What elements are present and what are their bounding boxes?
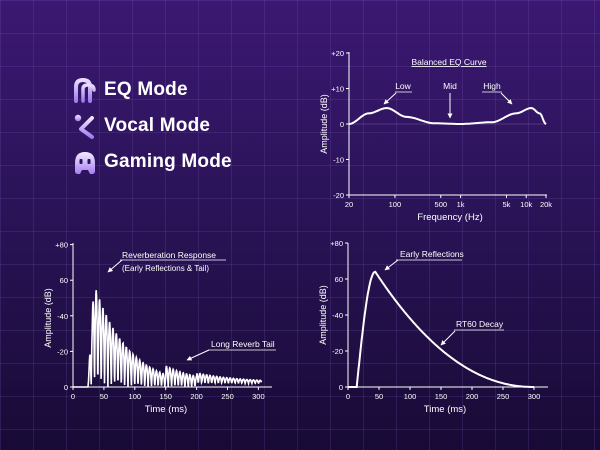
decay-y-tick-label: +80 [330,239,343,248]
decay-x-tick-label: 250 [497,392,510,401]
eq-annotation-high-arrow [500,92,513,105]
eq-chart: -20 -10 0 +10 +20 20 100 500 1k 5k 10k 20k Balance… [319,49,552,223]
reverb-y-tick-label: 60 [60,276,68,285]
decay-series-line [348,270,534,388]
eq-y-tick-label: 0 [340,120,344,129]
mode-item-gaming[interactable]: Gaming Mode [72,144,232,180]
reverb-y-tick-label: 0 [64,383,68,392]
reverb-annotation-title: Reverberation Response [122,250,216,260]
reverb-x-tick-label: 0 [71,392,75,401]
vocal-mode-icon [74,114,94,139]
gaming-mode-icon [75,152,95,174]
mode-label-gaming: Gaming Mode [104,151,232,172]
eq-x-tick-label: 500 [435,200,448,209]
decay-annotation-early: Early Reflections [400,249,464,259]
eq-y-tick-label: +10 [331,85,344,94]
eq-series-line [348,106,547,125]
reverb-x-tick-label: 100 [129,392,142,401]
mode-list: EQ Mode Vocal Mode Gaming Mode [72,72,232,180]
eq-x-label: Frequency (Hz) [417,212,482,223]
eq-x-ticks: 20 100 500 1k 5k 10k 20k [345,195,552,209]
eq-y-tick-label: -10 [333,156,344,165]
decay-y-ticks: 0 -20 -40 60 +80 [330,239,348,392]
decay-annotation-early-arrow [384,259,399,271]
eq-annotation-low-arrow [383,92,397,105]
reverb-annotation-arrow [107,259,123,273]
mode-item-eq[interactable]: EQ Mode [72,72,232,108]
decay-y-tick-label: -20 [332,347,343,356]
eq-title: Balanced EQ Curve [411,57,486,67]
reverb-tail-arrow [186,349,210,361]
reverb-annotation-sub: (Early Reflections & Tail) [122,264,209,273]
decay-annotation-rt60-arrow [440,330,456,346]
eq-y-label: Amplitude (dB) [319,94,329,154]
eq-annotation-high: High [483,81,501,91]
mode-label-vocal: Vocal Mode [104,115,211,136]
reverb-x-ticks: 0 50 100 150 200 250 300 [71,387,265,401]
eq-x-tick-label: 20k [540,200,552,209]
eq-x-tick-label: 10k [520,200,532,209]
decay-chart: 0 -20 -40 60 +80 0 50 100 150 200 250 300 Time (ms… [318,239,548,415]
decay-x-tick-label: 300 [528,392,541,401]
reverb-x-tick-label: 200 [190,392,203,401]
reverb-x-tick-label: 50 [100,392,108,401]
mode-label-eq: EQ Mode [104,79,188,100]
reverb-chart: 0 -20 -40 60 +80 0 50 100 150 200 250 300 Time (ms… [43,241,276,415]
decay-y-tick-label: 0 [339,383,343,392]
decay-y-label: Amplitude (dB) [318,285,328,345]
reverb-y-tick-label: -20 [57,347,68,356]
eq-y-tick-label: -20 [333,191,344,200]
eq-x-tick-label: 5k [503,200,511,209]
decay-x-tick-label: 50 [375,392,383,401]
decay-x-tick-label: 150 [435,392,448,401]
reverb-tail-label: Long Reverb Tail [211,339,275,349]
reverb-series-line [73,290,263,388]
reverb-y-label: Amplitude (dB) [43,288,53,348]
reverb-x-tick-label: 250 [221,392,234,401]
decay-y-tick-label: 60 [335,275,343,284]
decay-x-ticks: 0 50 100 150 200 250 300 [346,387,540,401]
decay-y-tick-label: -40 [332,311,343,320]
decay-x-tick-label: 0 [346,392,350,401]
decay-x-tick-label: 100 [404,392,417,401]
eq-x-tick-label: 1k [457,200,465,209]
eq-x-tick-label: 20 [345,200,353,209]
reverb-x-tick-label: 300 [252,392,265,401]
reverb-x-label: Time (ms) [145,404,187,415]
decay-x-tick-label: 200 [466,392,479,401]
eq-x-tick-label: 100 [389,200,402,209]
eq-y-ticks: -20 -10 0 +10 +20 [331,49,349,200]
mode-item-vocal[interactable]: Vocal Mode [72,108,232,144]
decay-x-label: Time (ms) [424,404,466,415]
eq-annotation-low: Low [395,81,411,91]
reverb-x-tick-label: 150 [159,392,172,401]
reverb-y-tick-label: +80 [55,241,68,250]
decay-annotation-rt60: RT60 Decay [456,319,504,329]
eq-mode-icon [74,77,96,103]
eq-y-tick-label: +20 [331,49,344,58]
reverb-y-ticks: 0 -20 -40 60 +80 [55,241,73,392]
reverb-y-tick-label: -40 [57,312,68,321]
eq-annotation-mid: Mid [443,81,457,91]
